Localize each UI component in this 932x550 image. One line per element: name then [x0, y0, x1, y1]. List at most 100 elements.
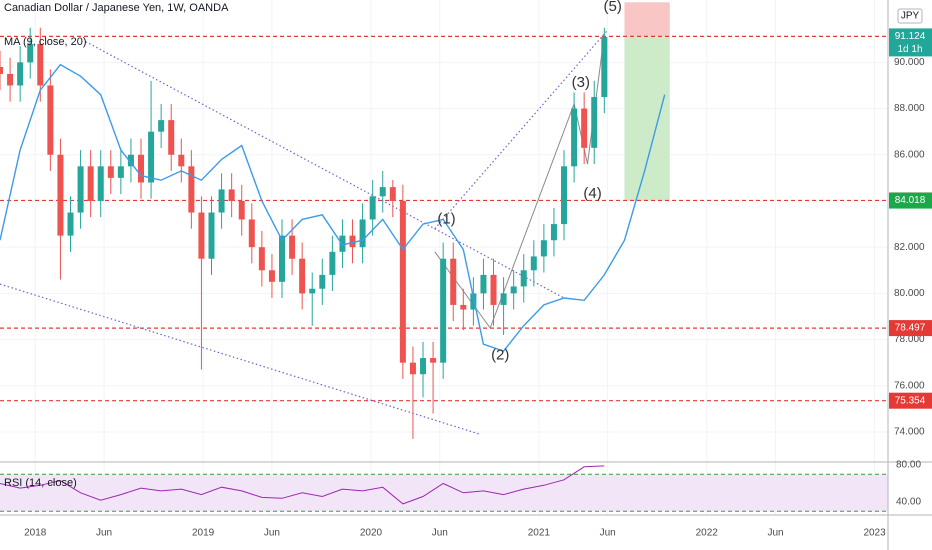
rsi-line — [0, 465, 605, 505]
candle-body — [409, 362, 416, 375]
chart-title: Canadian Dollar / Japanese Yen, 1W, OAND… — [4, 2, 229, 14]
candle-body — [178, 154, 185, 167]
candle-body — [530, 256, 537, 271]
candle-body — [581, 108, 588, 148]
price-label-box — [889, 28, 932, 57]
currency[interactable]: JPY — [901, 11, 920, 22]
candle-body — [520, 270, 527, 287]
candle-body — [329, 251, 336, 275]
candle-body — [127, 154, 134, 167]
candle-body — [430, 358, 437, 363]
candle-body — [279, 235, 286, 282]
rsi-legend: RSI (14, close) — [4, 477, 77, 489]
price-label: 78.497 — [895, 323, 926, 334]
wave-label: (2) — [491, 347, 509, 364]
price-label-box — [889, 320, 932, 337]
wave-label: (4) — [583, 185, 601, 202]
candle-body — [148, 131, 155, 183]
y-tick-label: 78.000 — [894, 334, 925, 345]
candle-body — [490, 274, 497, 305]
position-target — [624, 36, 670, 201]
candle-body — [510, 286, 517, 294]
candle-body — [138, 154, 145, 183]
trend-line — [0, 283, 481, 435]
price-label: 75.354 — [895, 395, 926, 406]
candle-body — [470, 293, 477, 310]
candle-body — [460, 304, 467, 310]
candle-body — [369, 196, 376, 220]
axes: 74.00076.00078.00080.00082.00084.00086.0… — [24, 28, 932, 539]
candle-body — [550, 224, 557, 241]
rsi-band — [0, 474, 888, 512]
x-tick-label: Jun — [600, 528, 616, 539]
wave-label: (1) — [437, 210, 455, 227]
candle-body — [208, 212, 215, 259]
candle-body — [238, 200, 245, 220]
plot: (1) (2) (3) (4) (5) — [0, 0, 888, 512]
candle-body — [158, 120, 165, 132]
x-tick-label: 2020 — [360, 528, 383, 539]
candle-body — [268, 270, 275, 282]
candle-body — [591, 97, 598, 148]
rsi-tick-label: 40.00 — [896, 497, 921, 508]
y-tick-label: 80.000 — [894, 288, 925, 299]
candle-body — [309, 288, 316, 294]
y-tick-label: 82.000 — [894, 242, 925, 253]
y-tick-label: 88.000 — [894, 103, 925, 114]
candle-body — [47, 85, 54, 155]
candle-body — [218, 189, 225, 213]
countdown: 1d 1h — [897, 44, 922, 55]
x-tick-label: 2023 — [863, 528, 886, 539]
price-label: 84.018 — [895, 195, 926, 206]
candle-body — [188, 166, 195, 213]
candle-body — [107, 166, 114, 178]
position-stop — [624, 2, 670, 37]
candle-body — [27, 43, 34, 63]
x-tick-label: 2022 — [696, 528, 719, 539]
candle-body — [289, 235, 296, 259]
wave-label: (5) — [604, 0, 622, 15]
candle-body — [299, 258, 306, 294]
candle-body — [420, 358, 427, 375]
x-tick-label: 2018 — [24, 528, 47, 539]
candle-body — [87, 166, 94, 201]
y-tick-label: 74.000 — [894, 427, 925, 438]
candle-body — [97, 166, 104, 201]
x-tick-label: Jun — [432, 528, 448, 539]
price-label-box — [889, 192, 932, 209]
candle-body — [198, 212, 205, 259]
ma-legend: MA (9, close, 20) — [4, 36, 87, 48]
y-tick-label: 76.000 — [894, 380, 925, 391]
price-label: 91.124 — [895, 31, 926, 42]
candle-body — [0, 66, 3, 74]
price-label-box — [889, 392, 932, 409]
x-tick-label: 2021 — [528, 528, 551, 539]
candle-body — [77, 166, 84, 213]
candle-body — [389, 187, 396, 201]
candle-body — [480, 274, 487, 294]
candle-body — [7, 73, 14, 86]
candle-body — [561, 166, 568, 225]
candle-body — [450, 258, 457, 305]
candle-body — [571, 108, 578, 167]
candle-body — [168, 120, 175, 155]
x-tick-label: Jun — [96, 528, 112, 539]
candle-body — [228, 189, 235, 201]
candle-body — [379, 187, 386, 197]
y-tick-label: 90.000 — [894, 57, 925, 68]
candle-body — [37, 43, 44, 86]
candle-body — [500, 293, 507, 305]
trend-line — [85, 41, 565, 299]
candle-body — [17, 62, 24, 86]
wave-label: (3) — [572, 74, 590, 91]
candle-body — [258, 247, 265, 271]
rsi-tick-label: 80.00 — [896, 460, 921, 471]
candle-body — [440, 258, 447, 363]
currency-box[interactable] — [897, 8, 923, 24]
candle-body — [601, 36, 608, 98]
grid — [0, 0, 888, 515]
candle-body — [57, 154, 64, 236]
ma-line — [0, 63, 666, 352]
